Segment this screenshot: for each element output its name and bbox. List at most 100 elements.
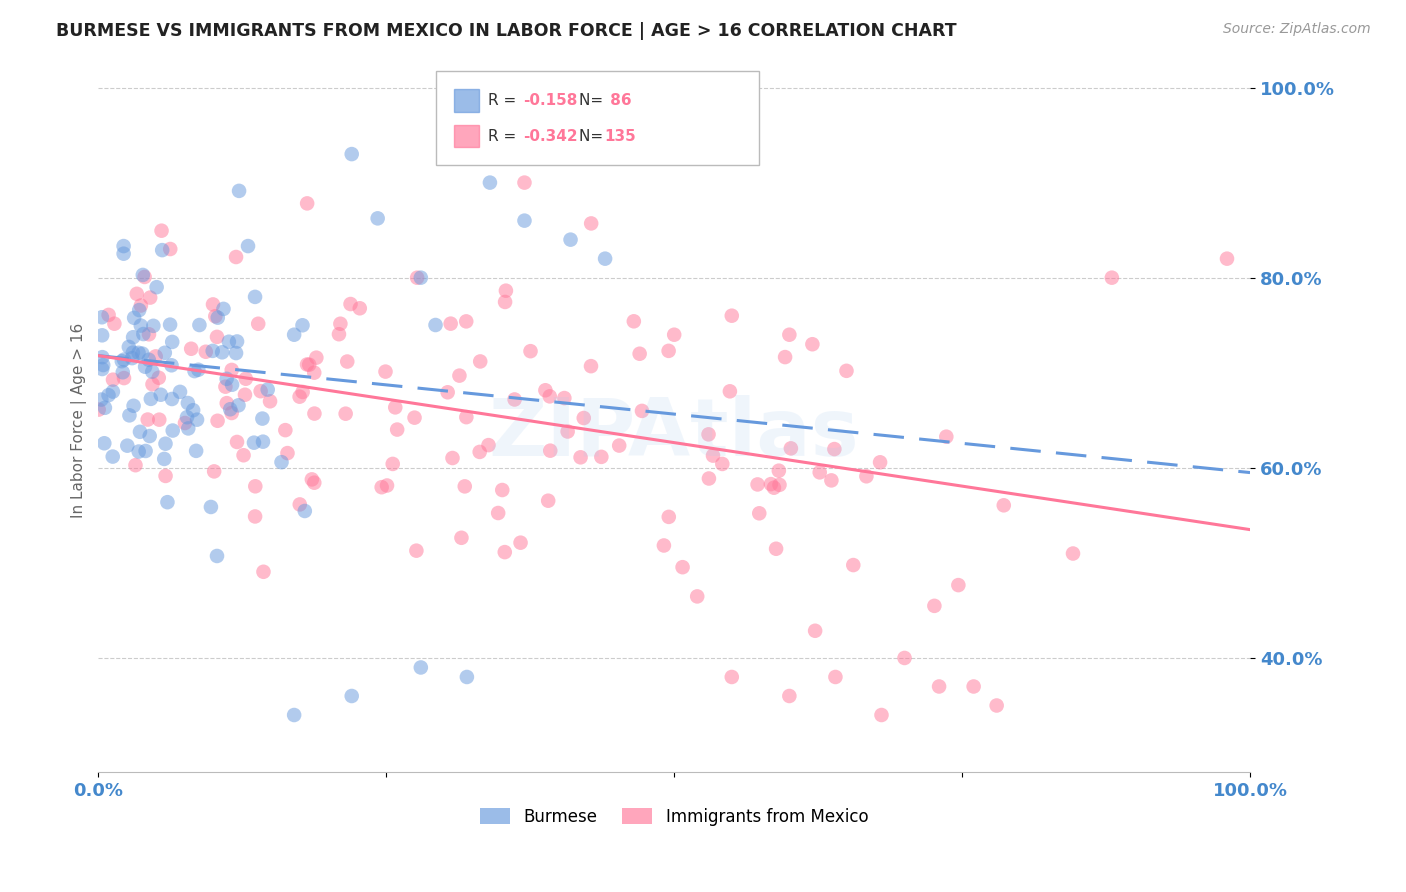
- Point: [112, 239, 135, 253]
- Point: [90, 392, 112, 407]
- Point: [160, 334, 183, 349]
- Point: [948, 578, 970, 592]
- Point: [780, 442, 803, 456]
- Point: [252, 411, 274, 425]
- Point: [374, 365, 396, 379]
- Point: [221, 377, 243, 392]
- Point: [181, 403, 204, 417]
- Point: [406, 270, 429, 285]
- Point: [139, 392, 162, 406]
- Point: [491, 483, 513, 497]
- Point: [221, 406, 243, 420]
- Point: [249, 384, 271, 399]
- Point: [454, 479, 477, 493]
- Point: [778, 327, 800, 342]
- Point: [122, 310, 145, 325]
- Point: [153, 451, 176, 466]
- Point: [186, 412, 208, 426]
- Point: [572, 411, 595, 425]
- Point: [207, 414, 229, 428]
- Point: [214, 379, 236, 393]
- Point: [141, 365, 163, 379]
- Point: [211, 345, 233, 359]
- Point: [180, 342, 202, 356]
- Point: [141, 377, 163, 392]
- Text: N=: N=: [579, 94, 609, 108]
- Point: [759, 477, 782, 491]
- Point: [91, 358, 114, 372]
- Point: [97, 308, 120, 322]
- Point: [91, 362, 114, 376]
- Point: [201, 297, 224, 311]
- Point: [252, 565, 274, 579]
- Point: [103, 317, 125, 331]
- Point: [304, 407, 326, 421]
- Point: [219, 402, 242, 417]
- Point: [686, 590, 709, 604]
- Point: [129, 299, 152, 313]
- Point: [124, 458, 146, 473]
- Point: [202, 464, 225, 478]
- Point: [409, 270, 432, 285]
- Point: [449, 368, 471, 383]
- Point: [628, 347, 651, 361]
- Point: [226, 334, 249, 349]
- Point: [349, 301, 371, 316]
- Point: [125, 286, 148, 301]
- Point: [169, 384, 191, 399]
- Point: [276, 446, 298, 460]
- Point: [243, 509, 266, 524]
- Point: [441, 450, 464, 465]
- Point: [291, 384, 314, 399]
- Point: [623, 314, 645, 328]
- Point: [136, 412, 159, 426]
- Point: [808, 466, 831, 480]
- Point: [340, 147, 363, 161]
- Point: [148, 412, 170, 426]
- Point: [820, 474, 842, 488]
- Point: [1101, 270, 1123, 285]
- Point: [367, 211, 389, 226]
- Point: [478, 176, 501, 190]
- Point: [91, 328, 114, 343]
- Point: [370, 480, 392, 494]
- Point: [138, 429, 160, 443]
- Point: [142, 318, 165, 333]
- Point: [720, 670, 742, 684]
- Point: [778, 689, 800, 703]
- Y-axis label: In Labor Force | Age > 16: In Labor Force | Age > 16: [72, 323, 87, 518]
- Point: [440, 317, 463, 331]
- Point: [122, 399, 145, 413]
- Point: [118, 340, 141, 354]
- Point: [131, 346, 153, 360]
- Point: [924, 599, 946, 613]
- Point: [513, 176, 536, 190]
- Point: [132, 268, 155, 282]
- Point: [87, 402, 110, 417]
- Point: [288, 390, 311, 404]
- Point: [129, 318, 152, 333]
- Point: [664, 327, 686, 342]
- Point: [855, 469, 877, 483]
- Point: [762, 481, 785, 495]
- Point: [503, 392, 526, 407]
- Point: [93, 436, 115, 450]
- Point: [145, 280, 167, 294]
- Point: [962, 680, 984, 694]
- Point: [1062, 547, 1084, 561]
- Point: [122, 345, 145, 359]
- Point: [215, 396, 238, 410]
- Point: [436, 385, 458, 400]
- Point: [842, 558, 865, 572]
- Point: [631, 404, 654, 418]
- Point: [302, 366, 325, 380]
- Point: [986, 698, 1008, 713]
- Point: [204, 310, 226, 324]
- Point: [177, 421, 200, 435]
- Point: [132, 326, 155, 341]
- Point: [135, 444, 157, 458]
- Point: [928, 680, 950, 694]
- Point: [150, 224, 173, 238]
- Point: [162, 424, 184, 438]
- Point: [801, 337, 824, 351]
